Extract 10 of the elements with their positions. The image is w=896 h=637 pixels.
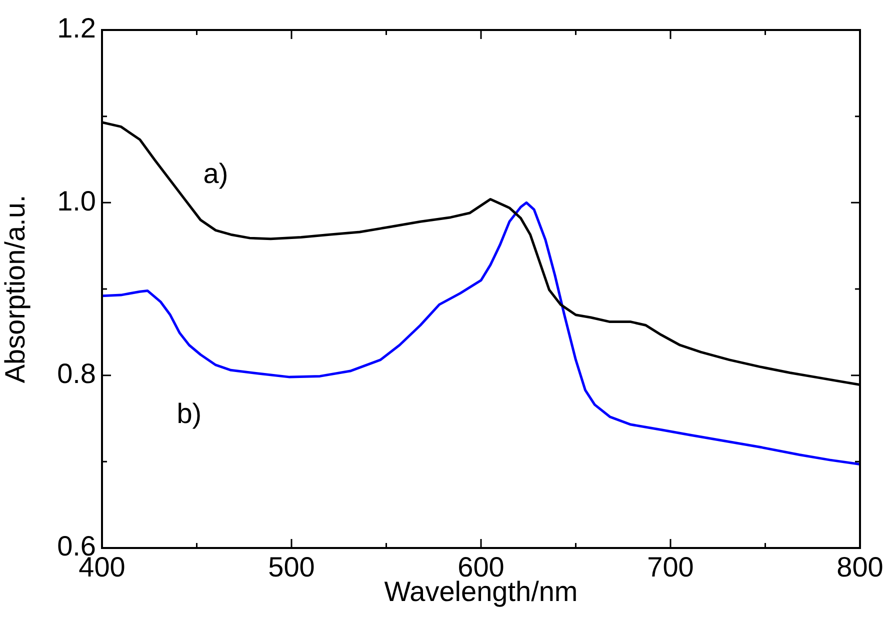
y-tick-label: 0.8 — [57, 358, 96, 390]
series-label: a) — [203, 158, 228, 190]
x-axis-title: Wavelength/nm — [384, 576, 578, 607]
x-tick-label: 500 — [268, 552, 315, 583]
x-tick-label: 700 — [647, 552, 694, 583]
series-label: b) — [176, 398, 202, 429]
y-axis-title: Absorption/a.u. — [0, 194, 31, 384]
y-tick-label: 1.0 — [57, 185, 96, 216]
y-tick-label: 1.2 — [57, 12, 96, 44]
x-tick-label: 800 — [836, 552, 884, 583]
